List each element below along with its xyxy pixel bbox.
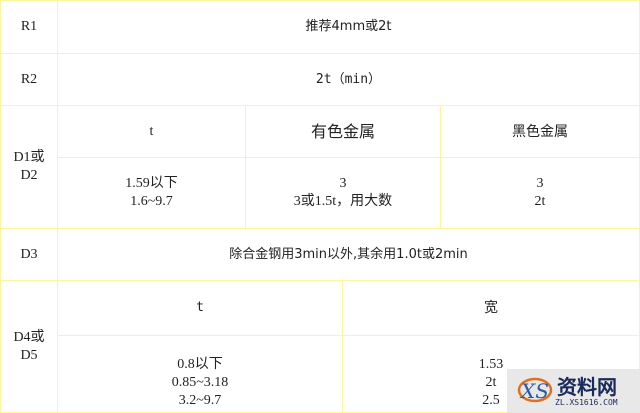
cell-line: 0.8以下: [177, 357, 223, 372]
d4-label-line: D4或: [13, 329, 45, 345]
row-label-d1: D1或 D2: [0, 105, 58, 229]
d1-cell-nonferrous: 3 3或1.5t，用大数: [245, 157, 441, 229]
watermark-logo-icon: XS: [517, 377, 553, 403]
r2-value: 2t（min）: [57, 53, 640, 106]
row-label-d4: D4或 D5: [0, 280, 58, 413]
d1-cell-t: 1.59以下 1.6~9.7: [57, 157, 246, 229]
watermark: XS 资料网 ZL.XS1616.COM: [507, 369, 640, 413]
d4-label-line: D5: [20, 347, 38, 363]
d4-header-width: 宽: [342, 280, 640, 336]
cell-line: 0.85~3.18: [171, 375, 229, 390]
cell-line: 3.2~9.7: [178, 393, 222, 408]
d1-header-ferrous: 黑色金属: [440, 105, 640, 158]
cell-line: 2.5: [482, 393, 500, 408]
cell-line: 3: [536, 176, 544, 191]
d4-cell-t: 0.8以下 0.85~3.18 3.2~9.7: [57, 335, 343, 413]
cell-line: 1.59以下: [125, 176, 178, 191]
d4-header-t: t: [57, 280, 343, 336]
r1-value: 推荐4mm或2t: [57, 0, 640, 54]
cell-line: 2t: [485, 375, 497, 390]
d3-value: 除合金钢用3min以外,其余用1.0t或2min: [57, 228, 640, 281]
cell-line: 1.6~9.7: [130, 194, 173, 209]
row-label-d3: D3: [0, 228, 58, 281]
svg-text:XS: XS: [519, 379, 549, 403]
cell-line: 3: [339, 176, 347, 191]
cell-line: 1.53: [478, 357, 504, 372]
d1-header-t: t: [57, 105, 246, 158]
d1-cell-ferrous: 3 2t: [440, 157, 640, 229]
row-label-r2: R2: [0, 53, 58, 106]
d1-header-nonferrous: 有色金属: [245, 105, 441, 158]
watermark-name: 资料网: [557, 375, 617, 399]
d1-label-line: D1或: [13, 150, 45, 165]
d1-label-line: D2: [20, 168, 38, 183]
cell-line: 3或1.5t，用大数: [293, 194, 393, 209]
cell-line: 2t: [534, 194, 546, 209]
watermark-url: ZL.XS1616.COM: [555, 398, 618, 407]
row-label-r1: R1: [0, 0, 58, 54]
